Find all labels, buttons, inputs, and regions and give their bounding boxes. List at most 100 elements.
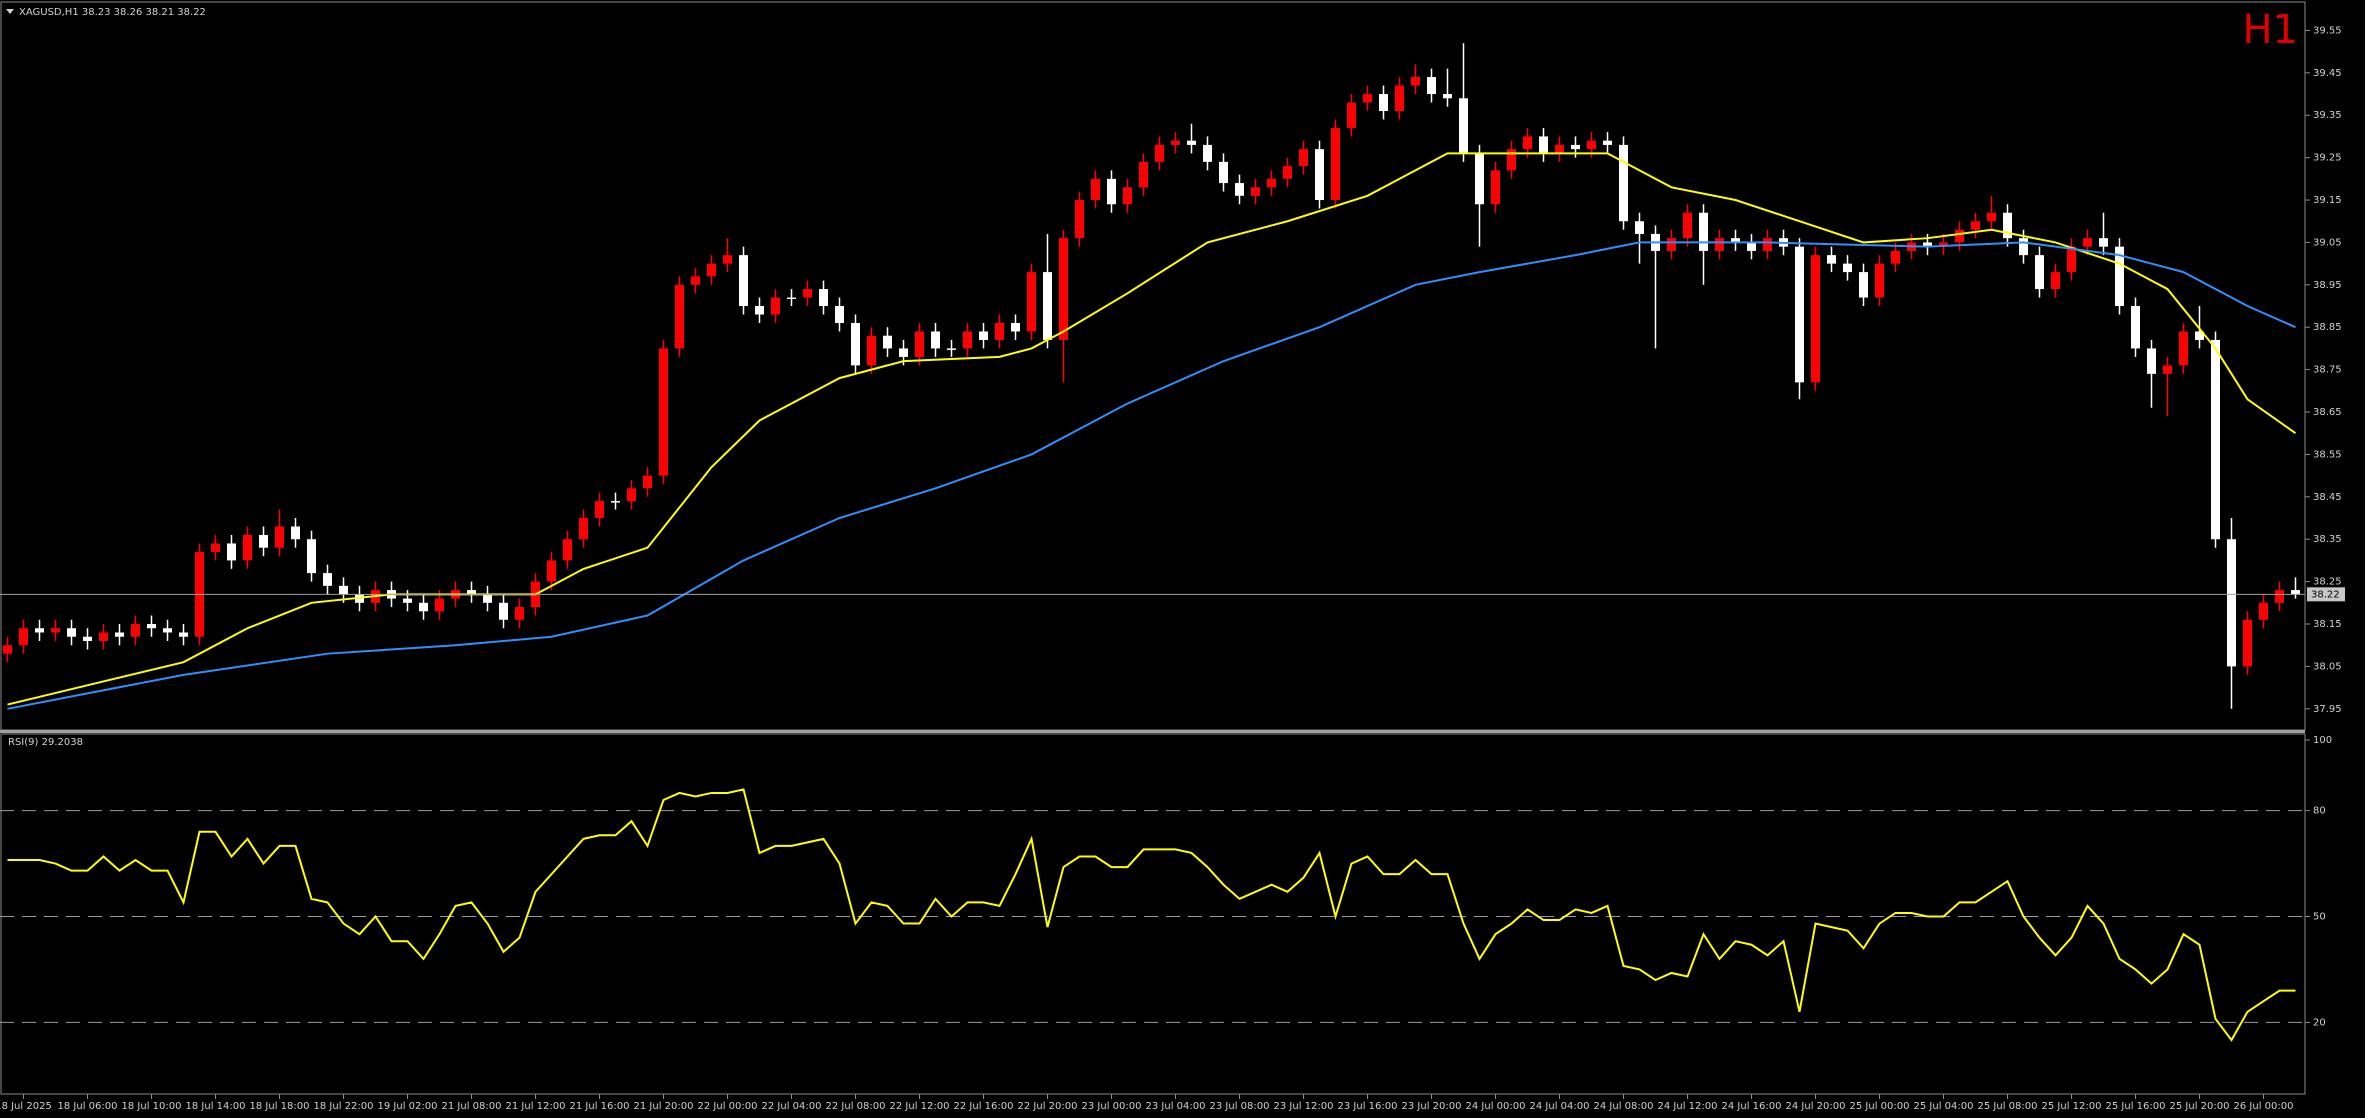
candle-body <box>435 598 444 612</box>
candle-body <box>979 331 988 340</box>
candle-body <box>963 331 972 349</box>
candle-body <box>1875 263 1884 298</box>
x-tick-label: 24 Jul 00:00 <box>1466 1101 1526 1112</box>
x-tick-label: 23 Jul 20:00 <box>1402 1101 1462 1112</box>
candle-body <box>739 255 748 307</box>
candle-body <box>2019 238 2028 256</box>
x-tick-label: 21 Jul 16:00 <box>570 1101 630 1112</box>
candle-body <box>1923 242 1932 247</box>
candle-body <box>1843 263 1852 273</box>
candle-body <box>899 348 908 357</box>
y-tick-label: 38.45 <box>2313 492 2342 503</box>
candle-body <box>419 602 428 612</box>
candle-body <box>2259 602 2268 620</box>
x-tick-label: 24 Jul 08:00 <box>1594 1101 1654 1112</box>
x-tick-label: 24 Jul 16:00 <box>1722 1101 1782 1112</box>
candle-body <box>1315 149 1324 201</box>
x-tick-label: 18 Jul 2025 <box>0 1101 52 1112</box>
candle-body <box>1123 187 1132 205</box>
candle-body <box>1347 102 1356 128</box>
candle-body <box>675 284 684 349</box>
candle-body <box>2211 339 2220 540</box>
rsi-header: RSI(9) 29.2038 <box>8 737 83 748</box>
candle-body <box>2067 246 2076 273</box>
candle-body <box>483 594 492 603</box>
x-tick-label: 22 Jul 08:00 <box>826 1101 886 1112</box>
candle-body <box>1619 144 1628 222</box>
candle-body <box>1987 212 1996 222</box>
candle-body <box>1155 144 1164 162</box>
candle-body <box>2227 539 2236 667</box>
candle-body <box>275 526 284 548</box>
y-tick-label: 37.95 <box>2313 704 2342 715</box>
candle-body <box>579 518 588 540</box>
candle-body <box>1539 136 1548 154</box>
candle-body <box>323 573 332 586</box>
candle-body <box>339 585 348 595</box>
y-tick-label: 38.65 <box>2313 407 2342 418</box>
candle-body <box>851 322 860 366</box>
candle-body <box>803 289 812 298</box>
x-tick-label: 22 Jul 12:00 <box>890 1101 950 1112</box>
x-tick-label: 21 Jul 12:00 <box>506 1101 566 1112</box>
timeframe-label: H1 <box>2242 7 2298 53</box>
y-tick-label: 50 <box>2313 912 2326 923</box>
candle-body <box>1235 183 1244 196</box>
candle-body <box>755 306 764 315</box>
x-tick-label: 21 Jul 20:00 <box>634 1101 694 1112</box>
candle-body <box>1187 140 1196 145</box>
x-tick-label: 25 Jul 08:00 <box>1978 1101 2038 1112</box>
x-tick-label: 18 Jul 22:00 <box>314 1101 374 1112</box>
x-tick-label: 22 Jul 16:00 <box>954 1101 1014 1112</box>
candle-body <box>883 335 892 349</box>
x-tick-label: 25 Jul 16:00 <box>2106 1101 2166 1112</box>
candle-body <box>1043 272 1052 340</box>
x-tick-label: 26 Jul 00:00 <box>2234 1101 2294 1112</box>
candle-body <box>1283 166 1292 179</box>
x-tick-label: 22 Jul 04:00 <box>762 1101 822 1112</box>
candle-body <box>2195 331 2204 340</box>
candle-body <box>1075 200 1084 239</box>
candle-body <box>259 534 268 548</box>
candle-body <box>1331 127 1340 201</box>
candle-body <box>1171 140 1180 145</box>
candle-body <box>307 539 316 574</box>
candle-body <box>2115 246 2124 307</box>
candle-body <box>19 628 28 646</box>
y-tick-label: 39.55 <box>2313 25 2342 36</box>
candle-body <box>2163 365 2172 374</box>
candle-body <box>163 628 172 633</box>
candle-body <box>1603 140 1612 145</box>
candle-body <box>147 624 156 629</box>
candle-body <box>1891 250 1900 264</box>
x-tick-label: 18 Jul 10:00 <box>122 1101 182 1112</box>
candle-body <box>1939 242 1948 247</box>
candle-body <box>1859 272 1868 298</box>
y-tick-label: 39.35 <box>2313 110 2342 121</box>
candle-body <box>787 297 796 300</box>
y-tick-label: 20 <box>2313 1017 2326 1028</box>
candle-body <box>1091 178 1100 201</box>
current-price-box <box>2307 587 2345 602</box>
candle-body <box>1763 238 1772 251</box>
candle-body <box>659 348 668 476</box>
candle-body <box>1203 144 1212 162</box>
candle-body <box>643 475 652 489</box>
y-tick-label: 38.35 <box>2313 534 2342 545</box>
candle-body <box>1219 161 1228 184</box>
candle-body <box>1971 221 1980 230</box>
candle-body <box>1027 272 1036 332</box>
y-tick-label: 39.15 <box>2313 195 2342 206</box>
candle-body <box>1555 144 1564 154</box>
candle-body <box>1523 136 1532 150</box>
x-tick-label: 23 Jul 08:00 <box>1210 1101 1270 1112</box>
candle-body <box>1299 149 1308 167</box>
candle-body <box>1795 246 1804 383</box>
x-tick-label: 24 Jul 12:00 <box>1658 1101 1718 1112</box>
candle-body <box>403 598 412 603</box>
candle-body <box>1267 178 1276 188</box>
candle-body <box>211 543 220 552</box>
candle-body <box>131 624 140 637</box>
